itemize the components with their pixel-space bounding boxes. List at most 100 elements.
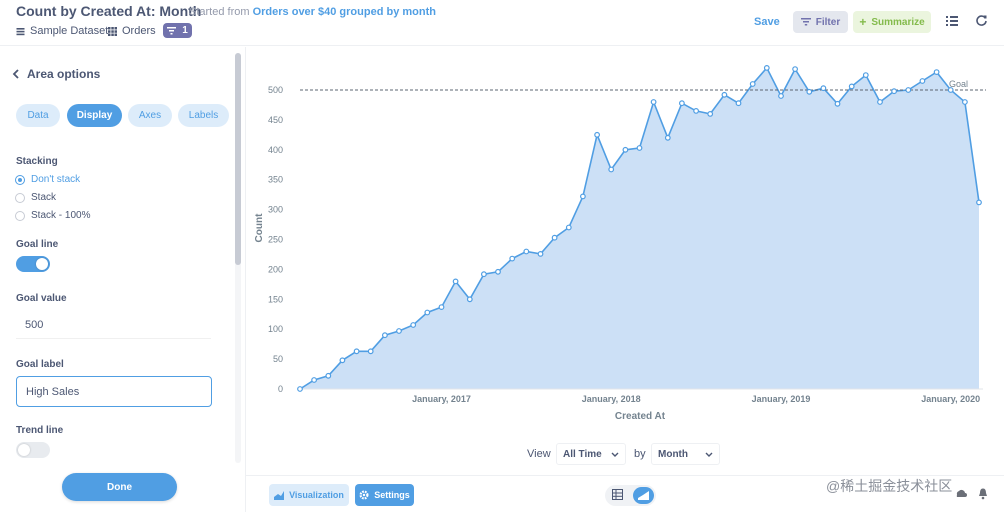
tab-data[interactable]: Data: [16, 104, 60, 127]
settings-button[interactable]: Settings: [355, 484, 414, 506]
y-tick-label: 350: [268, 175, 283, 185]
filter-button[interactable]: Filter: [793, 11, 848, 33]
y-tick-label: 450: [268, 115, 283, 125]
data-point: [297, 386, 303, 392]
trend-line-toggle[interactable]: [16, 442, 50, 458]
tab-labels[interactable]: Labels: [178, 104, 229, 127]
sidebar-scrollbar-thumb[interactable]: [235, 53, 241, 265]
goal-label-input[interactable]: [16, 376, 212, 407]
data-point: [933, 69, 940, 76]
data-point: [792, 66, 798, 73]
watermark: @稀土掘金技术社区: [826, 478, 953, 494]
data-point: [410, 322, 417, 328]
trend-line-label: Trend line: [16, 425, 64, 436]
bell-icon[interactable]: [978, 488, 988, 500]
visualization-button[interactable]: Visualization: [269, 484, 349, 506]
data-point: [537, 250, 544, 257]
data-point: [721, 91, 728, 98]
y-tick-label: 250: [268, 235, 283, 245]
chart-area: 0 50 100 150 200 250 300 350 400 450 500 Goal Januar…: [246, 47, 1004, 437]
data-point: [622, 146, 629, 153]
data-point: [424, 309, 431, 316]
goal-line-label: Goal line: [16, 239, 59, 250]
data-point: [707, 110, 714, 117]
source-question-link[interactable]: Orders over $40 grouped by month: [252, 6, 436, 18]
x-tick-label: January, 2018: [582, 394, 641, 404]
data-point: [891, 88, 897, 95]
y-tick-label: 0: [278, 384, 283, 394]
data-point: [820, 85, 827, 92]
data-point: [311, 377, 317, 383]
data-point: [367, 348, 374, 355]
data-point: [381, 332, 388, 339]
data-point: [735, 100, 742, 107]
data-point: [636, 145, 643, 151]
page-title: Count by Created At: Month: [16, 3, 202, 19]
filter-count-badge[interactable]: 1: [163, 23, 192, 38]
data-point: [608, 166, 615, 173]
data-point: [438, 304, 445, 311]
stacking-label: Stacking: [16, 156, 58, 167]
data-point: [353, 348, 360, 355]
database-icon: [16, 27, 25, 35]
notebook-editor-icon[interactable]: [946, 15, 958, 27]
x-axis-title: Created At: [615, 411, 666, 422]
view-label: View: [527, 448, 551, 460]
save-button[interactable]: Save: [754, 16, 780, 28]
data-point: [947, 87, 954, 93]
time-range-select[interactable]: All Time: [556, 443, 626, 465]
y-tick-label: 50: [273, 354, 283, 364]
visualization-button-label: Visualization: [289, 490, 344, 500]
y-tick-label: 400: [268, 145, 283, 155]
refresh-icon[interactable]: [975, 14, 988, 27]
time-range-value: All Time: [563, 448, 602, 460]
y-tick-label: 300: [268, 205, 283, 215]
filter-icon: [800, 18, 811, 26]
plus-icon: +: [859, 15, 867, 29]
data-point: [339, 357, 346, 364]
data-point: [664, 134, 671, 141]
area-chart[interactable]: 0 50 100 150 200 250 300 350 400 450 500 Goal Januar…: [246, 47, 1004, 437]
download-icon[interactable]: [955, 489, 967, 499]
tab-axes[interactable]: Axes: [128, 104, 172, 127]
area-fill: [300, 67, 979, 390]
x-tick-label: January, 2019: [752, 394, 811, 404]
chevron-down-icon: [611, 452, 619, 457]
goal-value-label: Goal value: [16, 293, 67, 304]
breadcrumb-table[interactable]: Orders: [108, 25, 156, 37]
done-button[interactable]: Done: [62, 473, 177, 501]
query-source: Started from Orders over $40 grouped by …: [189, 6, 436, 18]
table-view-icon[interactable]: [612, 489, 623, 500]
data-point: [976, 199, 982, 206]
data-point: [509, 255, 516, 262]
summarize-button[interactable]: + Summarize: [853, 11, 931, 33]
data-point: [778, 93, 784, 99]
radio-stack[interactable]: Stack: [15, 192, 56, 203]
goal-value-input[interactable]: [16, 311, 211, 339]
tab-display[interactable]: Display: [67, 104, 122, 127]
area-chart-icon: [638, 491, 649, 500]
data-point: [848, 83, 855, 90]
data-point: [650, 99, 657, 105]
summarize-button-label: Summarize: [871, 16, 925, 28]
data-point: [679, 100, 685, 107]
data-point: [325, 372, 332, 379]
data-point: [693, 108, 700, 114]
settings-button-label: Settings: [374, 490, 410, 500]
x-tick-label: January, 2017: [412, 394, 471, 404]
data-point: [565, 224, 572, 231]
radio-stack-100[interactable]: Stack - 100%: [15, 210, 90, 221]
x-tick-label: January, 2020: [921, 394, 980, 404]
goal-line-toggle[interactable]: [16, 256, 50, 272]
data-point: [495, 268, 501, 275]
granularity-select[interactable]: Month: [651, 443, 720, 465]
radio-label: Stack - 100%: [31, 210, 91, 221]
toggle-knob: [36, 258, 48, 270]
radio-dont-stack[interactable]: Don't stack: [15, 174, 80, 185]
breadcrumb-database[interactable]: Sample Dataset: [16, 25, 108, 37]
chart-view-button[interactable]: [633, 487, 654, 504]
chevron-left-icon: [12, 69, 19, 79]
chevron-down-icon: [705, 452, 713, 457]
radio-label: Don't stack: [31, 174, 81, 185]
back-to-options-button[interactable]: Area options: [12, 67, 100, 81]
